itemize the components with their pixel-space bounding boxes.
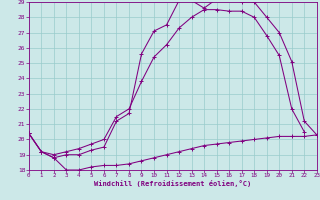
X-axis label: Windchill (Refroidissement éolien,°C): Windchill (Refroidissement éolien,°C) [94,180,252,187]
